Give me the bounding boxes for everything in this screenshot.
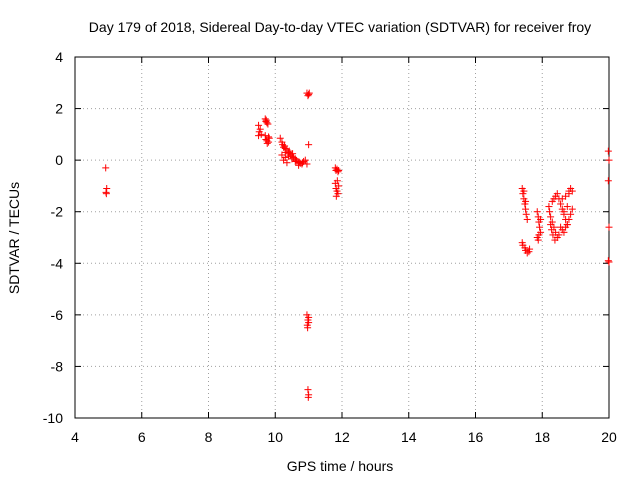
y-axis-label: SDTVAR / TECUs (6, 182, 22, 294)
data-point (547, 221, 555, 229)
data-point (335, 182, 343, 190)
data-point (604, 257, 612, 265)
data-point (305, 90, 313, 98)
data-point (263, 139, 271, 147)
x-tick-label: 4 (71, 429, 79, 445)
data-point (335, 166, 343, 174)
data-point (295, 161, 303, 169)
data-point (535, 231, 543, 239)
data-point (305, 141, 313, 149)
data-point (255, 121, 263, 129)
data-point (522, 197, 530, 205)
data-point (546, 208, 554, 216)
data-point (304, 386, 312, 394)
data-point (560, 208, 568, 216)
y-tick-label: -8 (51, 358, 64, 374)
grid (75, 57, 609, 418)
axis-ticks: 4 6 8 10 12 14 16 18 20 -10 -8 -6 -4 -2 0 2 4 (43, 49, 617, 445)
data-point (568, 205, 576, 213)
data-points (102, 89, 613, 401)
data-point (547, 213, 555, 221)
data-point (256, 125, 264, 133)
data-point (276, 134, 284, 142)
data-point (605, 258, 613, 266)
data-point (285, 152, 293, 160)
y-tick-label: -2 (51, 204, 64, 220)
y-tick-label: 0 (55, 152, 63, 168)
chart-title: Day 179 of 2018, Sidereal Day-to-day VTE… (89, 19, 591, 35)
data-point (567, 210, 575, 218)
data-point (291, 157, 299, 165)
data-point (281, 142, 289, 150)
data-point (333, 177, 341, 185)
data-point (102, 188, 110, 196)
x-axis-label: GPS time / hours (287, 458, 394, 474)
data-point (303, 160, 311, 168)
data-point (301, 156, 309, 164)
x-tick-label: 18 (534, 429, 550, 445)
x-tick-label: 6 (138, 429, 146, 445)
x-tick-label: 12 (334, 429, 350, 445)
data-point (261, 132, 269, 140)
data-point (605, 156, 613, 164)
data-point (522, 205, 530, 213)
data-point (548, 226, 556, 234)
data-point (334, 168, 342, 176)
data-point (304, 324, 312, 332)
data-point (563, 221, 571, 229)
data-point (523, 249, 531, 257)
x-tick-label: 20 (601, 429, 617, 445)
y-tick-label: -10 (43, 410, 63, 426)
data-point (545, 203, 553, 211)
y-tick-label: 4 (55, 49, 63, 65)
data-point (522, 210, 530, 218)
data-point (332, 192, 340, 200)
x-tick-label: 16 (468, 429, 484, 445)
data-point (604, 177, 612, 185)
data-point (283, 159, 291, 167)
data-point (568, 187, 576, 195)
data-point (551, 236, 559, 244)
y-tick-label: -4 (51, 255, 64, 271)
data-point (565, 215, 573, 223)
x-tick-label: 8 (205, 429, 213, 445)
x-tick-label: 14 (401, 429, 417, 445)
data-point (549, 231, 557, 239)
data-point (555, 231, 563, 239)
data-point (536, 223, 544, 231)
data-point (305, 313, 313, 321)
data-point (563, 203, 571, 211)
data-point (520, 187, 528, 195)
data-point (305, 89, 313, 97)
data-point (537, 215, 545, 223)
data-point (553, 190, 561, 198)
data-point (262, 116, 270, 124)
data-point (265, 138, 273, 146)
data-point (304, 393, 312, 401)
data-point (257, 130, 265, 138)
data-point (605, 223, 613, 231)
data-point (526, 245, 534, 253)
data-point (557, 200, 565, 208)
data-point (534, 236, 542, 244)
data-point (523, 215, 531, 223)
x-tick-label: 10 (267, 429, 283, 445)
y-tick-label: -6 (51, 307, 64, 323)
y-tick-label: 2 (55, 101, 63, 117)
data-point (533, 208, 541, 216)
data-point (560, 228, 568, 236)
data-point (265, 134, 273, 142)
data-point (604, 147, 612, 155)
data-point (281, 148, 289, 156)
data-point (264, 120, 272, 128)
data-point (102, 164, 110, 172)
